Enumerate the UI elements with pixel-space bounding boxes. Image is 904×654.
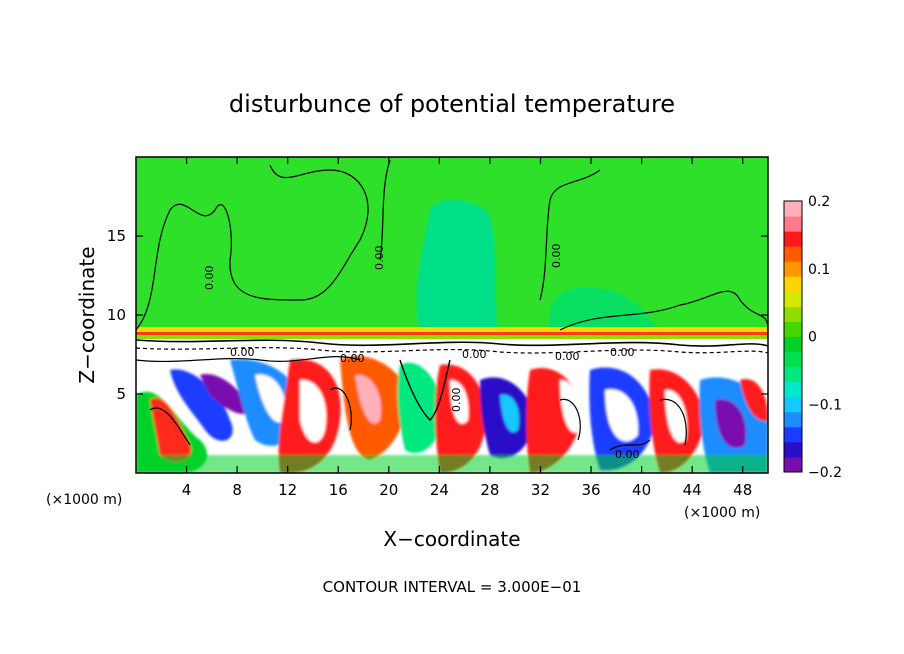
x-tick-label: 8 bbox=[232, 481, 242, 499]
colorbar-tick-label: 0 bbox=[808, 330, 817, 346]
turbulence-patches bbox=[136, 356, 768, 473]
x-axis: 4 8 12 16 20 24 28 32 36 40 44 48 bbox=[182, 157, 752, 499]
y-tick-label: 5 bbox=[116, 385, 126, 403]
contour-label: 0.00 bbox=[230, 346, 255, 359]
contour-label: 0.00 bbox=[610, 346, 635, 359]
colorbar-swatch bbox=[784, 216, 802, 232]
contour-label: 0.00 bbox=[203, 266, 216, 291]
colorbar-swatch bbox=[784, 231, 802, 247]
colorbar-swatch bbox=[784, 321, 802, 337]
colorbar-swatch bbox=[784, 276, 802, 292]
colorbar-swatch bbox=[784, 246, 802, 262]
colorbar-swatch bbox=[784, 306, 802, 322]
colorbar-tick-label: 0.1 bbox=[808, 262, 830, 278]
x-tick-label: 24 bbox=[430, 481, 449, 499]
colorbar-swatch bbox=[784, 291, 802, 307]
x-tick-label: 20 bbox=[379, 481, 398, 499]
colorbar-swatch bbox=[784, 261, 802, 277]
colorbar-swatch bbox=[784, 441, 802, 458]
colorbar-tick-label: −0.1 bbox=[808, 397, 842, 413]
contour-label: 0.00 bbox=[555, 350, 580, 363]
contour-lines bbox=[136, 159, 768, 451]
colorbar-swatch bbox=[784, 336, 802, 353]
inversion-band-red bbox=[136, 332, 768, 335]
colorbar-tick-label: 0.2 bbox=[808, 194, 830, 210]
colorbar-swatch bbox=[784, 396, 802, 413]
x-tick-label: 4 bbox=[182, 481, 192, 499]
colorbar-tick-label: −0.2 bbox=[808, 465, 842, 481]
colorbar-swatch bbox=[784, 456, 802, 473]
colorbar-swatch bbox=[784, 201, 802, 217]
y-axis-label: Z−coordinate bbox=[75, 246, 99, 383]
x-tick-label: 16 bbox=[329, 481, 348, 499]
x-tick-label: 12 bbox=[278, 481, 297, 499]
inversion-band-green bbox=[136, 335, 768, 339]
colorbar-swatch bbox=[784, 426, 802, 443]
contour-label: 0.00 bbox=[462, 348, 487, 361]
upper-right-plume bbox=[549, 287, 660, 330]
colorbar-swatch bbox=[784, 366, 802, 383]
x-tick-label: 28 bbox=[480, 481, 499, 499]
contour-label: 0.00 bbox=[550, 244, 563, 269]
x-unit-right: (×1000 m) bbox=[684, 505, 760, 521]
y-tick-label: 15 bbox=[107, 227, 126, 245]
negative-plume-region bbox=[416, 200, 498, 330]
colorbar-swatch bbox=[784, 351, 802, 368]
x-tick-label: 44 bbox=[683, 481, 702, 499]
x-tick-label: 36 bbox=[581, 481, 600, 499]
x-tick-label: 40 bbox=[632, 481, 651, 499]
chart-title: disturbunce of potential temperature bbox=[229, 90, 675, 118]
contour-labels: 0.00 0.00 0.00 0.00 0.00 0.00 0.00 0.00 … bbox=[203, 244, 640, 462]
contour-interval-note: CONTOUR INTERVAL = 3.000E−01 bbox=[323, 578, 582, 596]
contour-label: 0.00 bbox=[615, 448, 640, 461]
x-tick-label: 32 bbox=[531, 481, 550, 499]
inversion-band-yellow bbox=[136, 327, 768, 332]
contour-label: 0.00 bbox=[340, 352, 365, 365]
y-tick-label: 10 bbox=[107, 306, 126, 324]
contour-label: 0.00 bbox=[373, 246, 386, 271]
x-axis-label: X−coordinate bbox=[383, 527, 520, 551]
colorbar-frame bbox=[783, 200, 803, 473]
colorbar-swatch bbox=[784, 381, 802, 398]
x-unit-left: (×1000 m) bbox=[46, 492, 122, 508]
colorbar: 0.2 0.1 0 −0.1 −0.2 bbox=[783, 194, 842, 481]
y-axis: 5 10 15 bbox=[107, 227, 768, 403]
contour-label: 0.00 bbox=[450, 388, 463, 413]
colorbar-swatch bbox=[784, 411, 802, 428]
plot-area: 0.00 0.00 0.00 0.00 0.00 0.00 0.00 0.00 … bbox=[136, 157, 768, 473]
x-tick-label: 48 bbox=[733, 481, 752, 499]
